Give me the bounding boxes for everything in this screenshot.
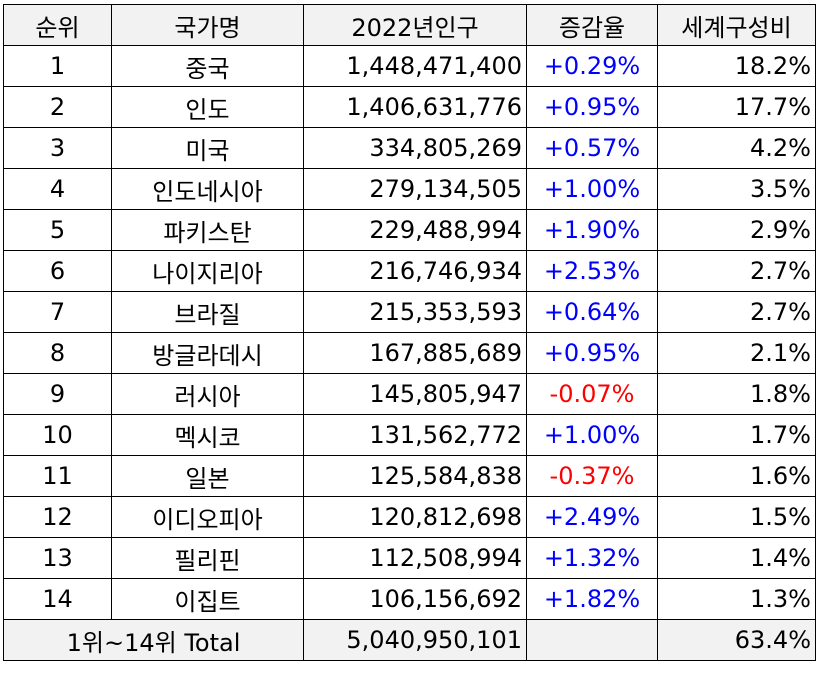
- cell-change: -0.07%: [526, 373, 658, 415]
- header-row: 순위 국가명 2022년인구 증감율 세계구성비: [3, 4, 816, 46]
- cell-country: 멕시코: [111, 414, 304, 456]
- cell-change: +1.82%: [526, 578, 658, 620]
- cell-population: 1,448,471,400: [303, 45, 527, 87]
- table-row: 10 멕시코 131,562,772 +1.00% 1.7%: [3, 414, 816, 456]
- cell-share: 18.2%: [657, 45, 816, 87]
- cell-population: 279,134,505: [303, 168, 527, 210]
- cell-share: 1.5%: [657, 496, 816, 538]
- cell-rank: 13: [3, 537, 112, 579]
- cell-country: 러시아: [111, 373, 304, 415]
- table-row: 14 이집트 106,156,692 +1.82% 1.3%: [3, 578, 816, 620]
- cell-change: +1.00%: [526, 414, 658, 456]
- cell-change: +0.64%: [526, 291, 658, 333]
- cell-rank: 11: [3, 455, 112, 497]
- cell-change: +1.32%: [526, 537, 658, 579]
- cell-share: 2.7%: [657, 291, 816, 333]
- cell-share: 1.6%: [657, 455, 816, 497]
- cell-rank: 6: [3, 250, 112, 292]
- table-body: 순위 국가명 2022년인구 증감율 세계구성비 1 중국 1,448,471,40…: [3, 4, 816, 661]
- cell-country: 인도네시아: [111, 168, 304, 210]
- cell-population: 334,805,269: [303, 127, 527, 169]
- cell-population: 120,812,698: [303, 496, 527, 538]
- cell-rank: 9: [3, 373, 112, 415]
- cell-share: 17.7%: [657, 86, 816, 128]
- table-row: 7 브라질 215,353,593 +0.64% 2.7%: [3, 291, 816, 333]
- cell-rank: 7: [3, 291, 112, 333]
- header-population: 2022년인구: [303, 4, 527, 46]
- cell-country: 인도: [111, 86, 304, 128]
- cell-rank: 2: [3, 86, 112, 128]
- header-rank: 순위: [3, 4, 112, 46]
- cell-country: 방글라데시: [111, 332, 304, 374]
- cell-rank: 12: [3, 496, 112, 538]
- cell-share: 1.7%: [657, 414, 816, 456]
- cell-share: 2.1%: [657, 332, 816, 374]
- cell-population: 145,805,947: [303, 373, 527, 415]
- total-row: 1위~14위 Total 5,040,950,101 63.4%: [3, 619, 816, 661]
- cell-population: 216,746,934: [303, 250, 527, 292]
- cell-country: 일본: [111, 455, 304, 497]
- cell-share: 1.3%: [657, 578, 816, 620]
- cell-population: 125,584,838: [303, 455, 527, 497]
- cell-population: 215,353,593: [303, 291, 527, 333]
- header-share: 세계구성비: [657, 4, 816, 46]
- cell-rank: 10: [3, 414, 112, 456]
- cell-rank: 5: [3, 209, 112, 251]
- cell-country: 필리핀: [111, 537, 304, 579]
- total-label: 1위~14위 Total: [3, 619, 304, 661]
- table-row: 4 인도네시아 279,134,505 +1.00% 3.5%: [3, 168, 816, 210]
- cell-population: 229,488,994: [303, 209, 527, 251]
- cell-country: 이집트: [111, 578, 304, 620]
- table-row: 11 일본 125,584,838 -0.37% 1.6%: [3, 455, 816, 497]
- cell-population: 167,885,689: [303, 332, 527, 374]
- table-row: 2 인도 1,406,631,776 +0.95% 17.7%: [3, 86, 816, 128]
- cell-share: 2.7%: [657, 250, 816, 292]
- cell-rank: 4: [3, 168, 112, 210]
- cell-country: 미국: [111, 127, 304, 169]
- cell-country: 브라질: [111, 291, 304, 333]
- total-population: 5,040,950,101: [303, 619, 527, 661]
- table-row: 9 러시아 145,805,947 -0.07% 1.8%: [3, 373, 816, 415]
- header-country: 국가명: [111, 4, 304, 46]
- table-row: 13 필리핀 112,508,994 +1.32% 1.4%: [3, 537, 816, 579]
- cell-share: 1.8%: [657, 373, 816, 415]
- cell-country: 나이지리아: [111, 250, 304, 292]
- cell-rank: 3: [3, 127, 112, 169]
- total-change: [526, 619, 658, 661]
- cell-change: -0.37%: [526, 455, 658, 497]
- cell-population: 112,508,994: [303, 537, 527, 579]
- table-row: 1 중국 1,448,471,400 +0.29% 18.2%: [3, 45, 816, 87]
- cell-population: 106,156,692: [303, 578, 527, 620]
- cell-rank: 14: [3, 578, 112, 620]
- table-row: 8 방글라데시 167,885,689 +0.95% 2.1%: [3, 332, 816, 374]
- table-row: 12 이디오피아 120,812,698 +2.49% 1.5%: [3, 496, 816, 538]
- cell-change: +0.95%: [526, 332, 658, 374]
- cell-country: 중국: [111, 45, 304, 87]
- table-row: 5 파키스탄 229,488,994 +1.90% 2.9%: [3, 209, 816, 251]
- cell-population: 131,562,772: [303, 414, 527, 456]
- cell-share: 3.5%: [657, 168, 816, 210]
- cell-share: 4.2%: [657, 127, 816, 169]
- cell-rank: 1: [3, 45, 112, 87]
- cell-change: +1.00%: [526, 168, 658, 210]
- cell-country: 이디오피아: [111, 496, 304, 538]
- cell-change: +0.95%: [526, 86, 658, 128]
- cell-share: 2.9%: [657, 209, 816, 251]
- header-change: 증감율: [526, 4, 658, 46]
- cell-country: 파키스탄: [111, 209, 304, 251]
- cell-change: +2.49%: [526, 496, 658, 538]
- table-row: 3 미국 334,805,269 +0.57% 4.2%: [3, 127, 816, 169]
- cell-population: 1,406,631,776: [303, 86, 527, 128]
- table-row: 6 나이지리아 216,746,934 +2.53% 2.7%: [3, 250, 816, 292]
- cell-change: +1.90%: [526, 209, 658, 251]
- population-table: 순위 국가명 2022년인구 증감율 세계구성비 1 중국 1,448,471,40…: [3, 4, 816, 661]
- cell-rank: 8: [3, 332, 112, 374]
- cell-change: +0.57%: [526, 127, 658, 169]
- total-share: 63.4%: [657, 619, 816, 661]
- cell-change: +2.53%: [526, 250, 658, 292]
- cell-change: +0.29%: [526, 45, 658, 87]
- cell-share: 1.4%: [657, 537, 816, 579]
